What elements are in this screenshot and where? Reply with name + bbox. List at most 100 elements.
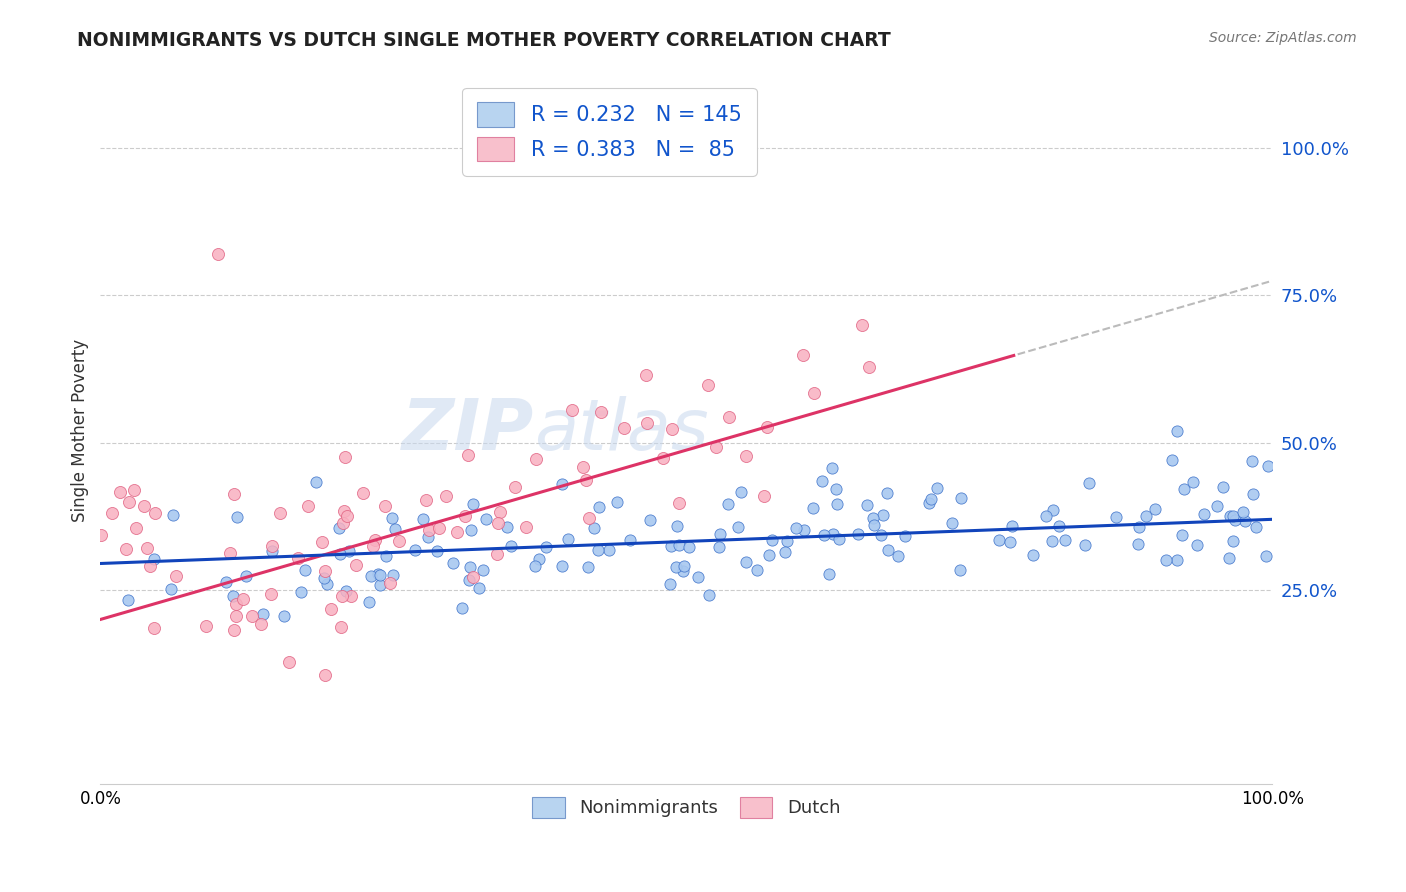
Point <box>696 378 718 392</box>
Point <box>1074 538 1097 552</box>
Point <box>458 559 481 574</box>
Point <box>666 519 689 533</box>
Point <box>887 549 910 563</box>
Point <box>290 585 312 599</box>
Point <box>515 520 537 534</box>
Point <box>446 525 468 540</box>
Point <box>367 566 389 581</box>
Point <box>344 558 367 573</box>
Point <box>1022 548 1045 562</box>
Point <box>1035 509 1057 524</box>
Point <box>136 541 159 555</box>
Point <box>658 577 681 591</box>
Point <box>661 422 683 436</box>
Point <box>1001 519 1024 533</box>
Point <box>776 534 799 549</box>
Point <box>876 485 898 500</box>
Point <box>1222 533 1244 548</box>
Point <box>132 499 155 513</box>
Point <box>678 540 700 554</box>
Point <box>368 577 391 591</box>
Point <box>501 539 523 553</box>
Point <box>1181 475 1204 490</box>
Text: atlas: atlas <box>534 396 709 466</box>
Point <box>591 405 613 419</box>
Point <box>503 480 526 494</box>
Point <box>856 498 879 512</box>
Point <box>110 484 132 499</box>
Point <box>613 420 636 434</box>
Point <box>551 477 574 491</box>
Point <box>361 539 384 553</box>
Point <box>1154 553 1177 567</box>
Point <box>824 482 846 496</box>
Point <box>827 533 849 547</box>
Point <box>510 153 533 167</box>
Point <box>862 511 884 525</box>
Point <box>485 547 508 561</box>
Point <box>668 538 690 552</box>
Point <box>793 523 815 537</box>
Point <box>582 521 605 535</box>
Point <box>821 526 844 541</box>
Point <box>636 368 658 383</box>
Point <box>1135 508 1157 523</box>
Point <box>194 619 217 633</box>
Point <box>1143 501 1166 516</box>
Point <box>329 547 352 561</box>
Point <box>785 521 807 535</box>
Point <box>925 481 948 495</box>
Point <box>222 589 245 603</box>
Point <box>862 518 884 533</box>
Point <box>384 522 406 536</box>
Point <box>869 528 891 542</box>
Point <box>388 533 411 548</box>
Point <box>704 440 727 454</box>
Point <box>333 450 356 464</box>
Point <box>496 520 519 534</box>
Point <box>143 506 166 520</box>
Point <box>427 521 450 535</box>
Point <box>314 564 336 578</box>
Point <box>1040 533 1063 548</box>
Point <box>225 510 247 524</box>
Point <box>652 450 675 465</box>
Point <box>761 533 783 547</box>
Point <box>894 529 917 543</box>
Point <box>756 420 779 434</box>
Point <box>659 539 682 553</box>
Point <box>364 533 387 547</box>
Point <box>232 591 254 606</box>
Point <box>225 609 247 624</box>
Point <box>273 609 295 624</box>
Point <box>451 601 474 615</box>
Point <box>1256 549 1278 563</box>
Point <box>920 492 942 507</box>
Point <box>486 516 509 530</box>
Point <box>125 520 148 534</box>
Point <box>454 508 477 523</box>
Point <box>792 347 814 361</box>
Point <box>745 563 768 577</box>
Point <box>287 550 309 565</box>
Y-axis label: Single Mother Poverty: Single Mother Poverty <box>72 339 89 523</box>
Point <box>381 568 404 582</box>
Point <box>412 512 434 526</box>
Point <box>872 508 894 522</box>
Point <box>352 485 374 500</box>
Point <box>557 532 579 546</box>
Point <box>472 563 495 577</box>
Point <box>332 504 354 518</box>
Text: Source: ZipAtlas.com: Source: ZipAtlas.com <box>1209 31 1357 45</box>
Point <box>90 528 112 542</box>
Point <box>335 584 357 599</box>
Point <box>605 494 627 508</box>
Point <box>337 543 360 558</box>
Point <box>139 559 162 574</box>
Point <box>851 318 873 332</box>
Point <box>1223 513 1246 527</box>
Point <box>524 559 547 574</box>
Point <box>1126 537 1149 551</box>
Point <box>586 543 609 558</box>
Point <box>240 609 263 624</box>
